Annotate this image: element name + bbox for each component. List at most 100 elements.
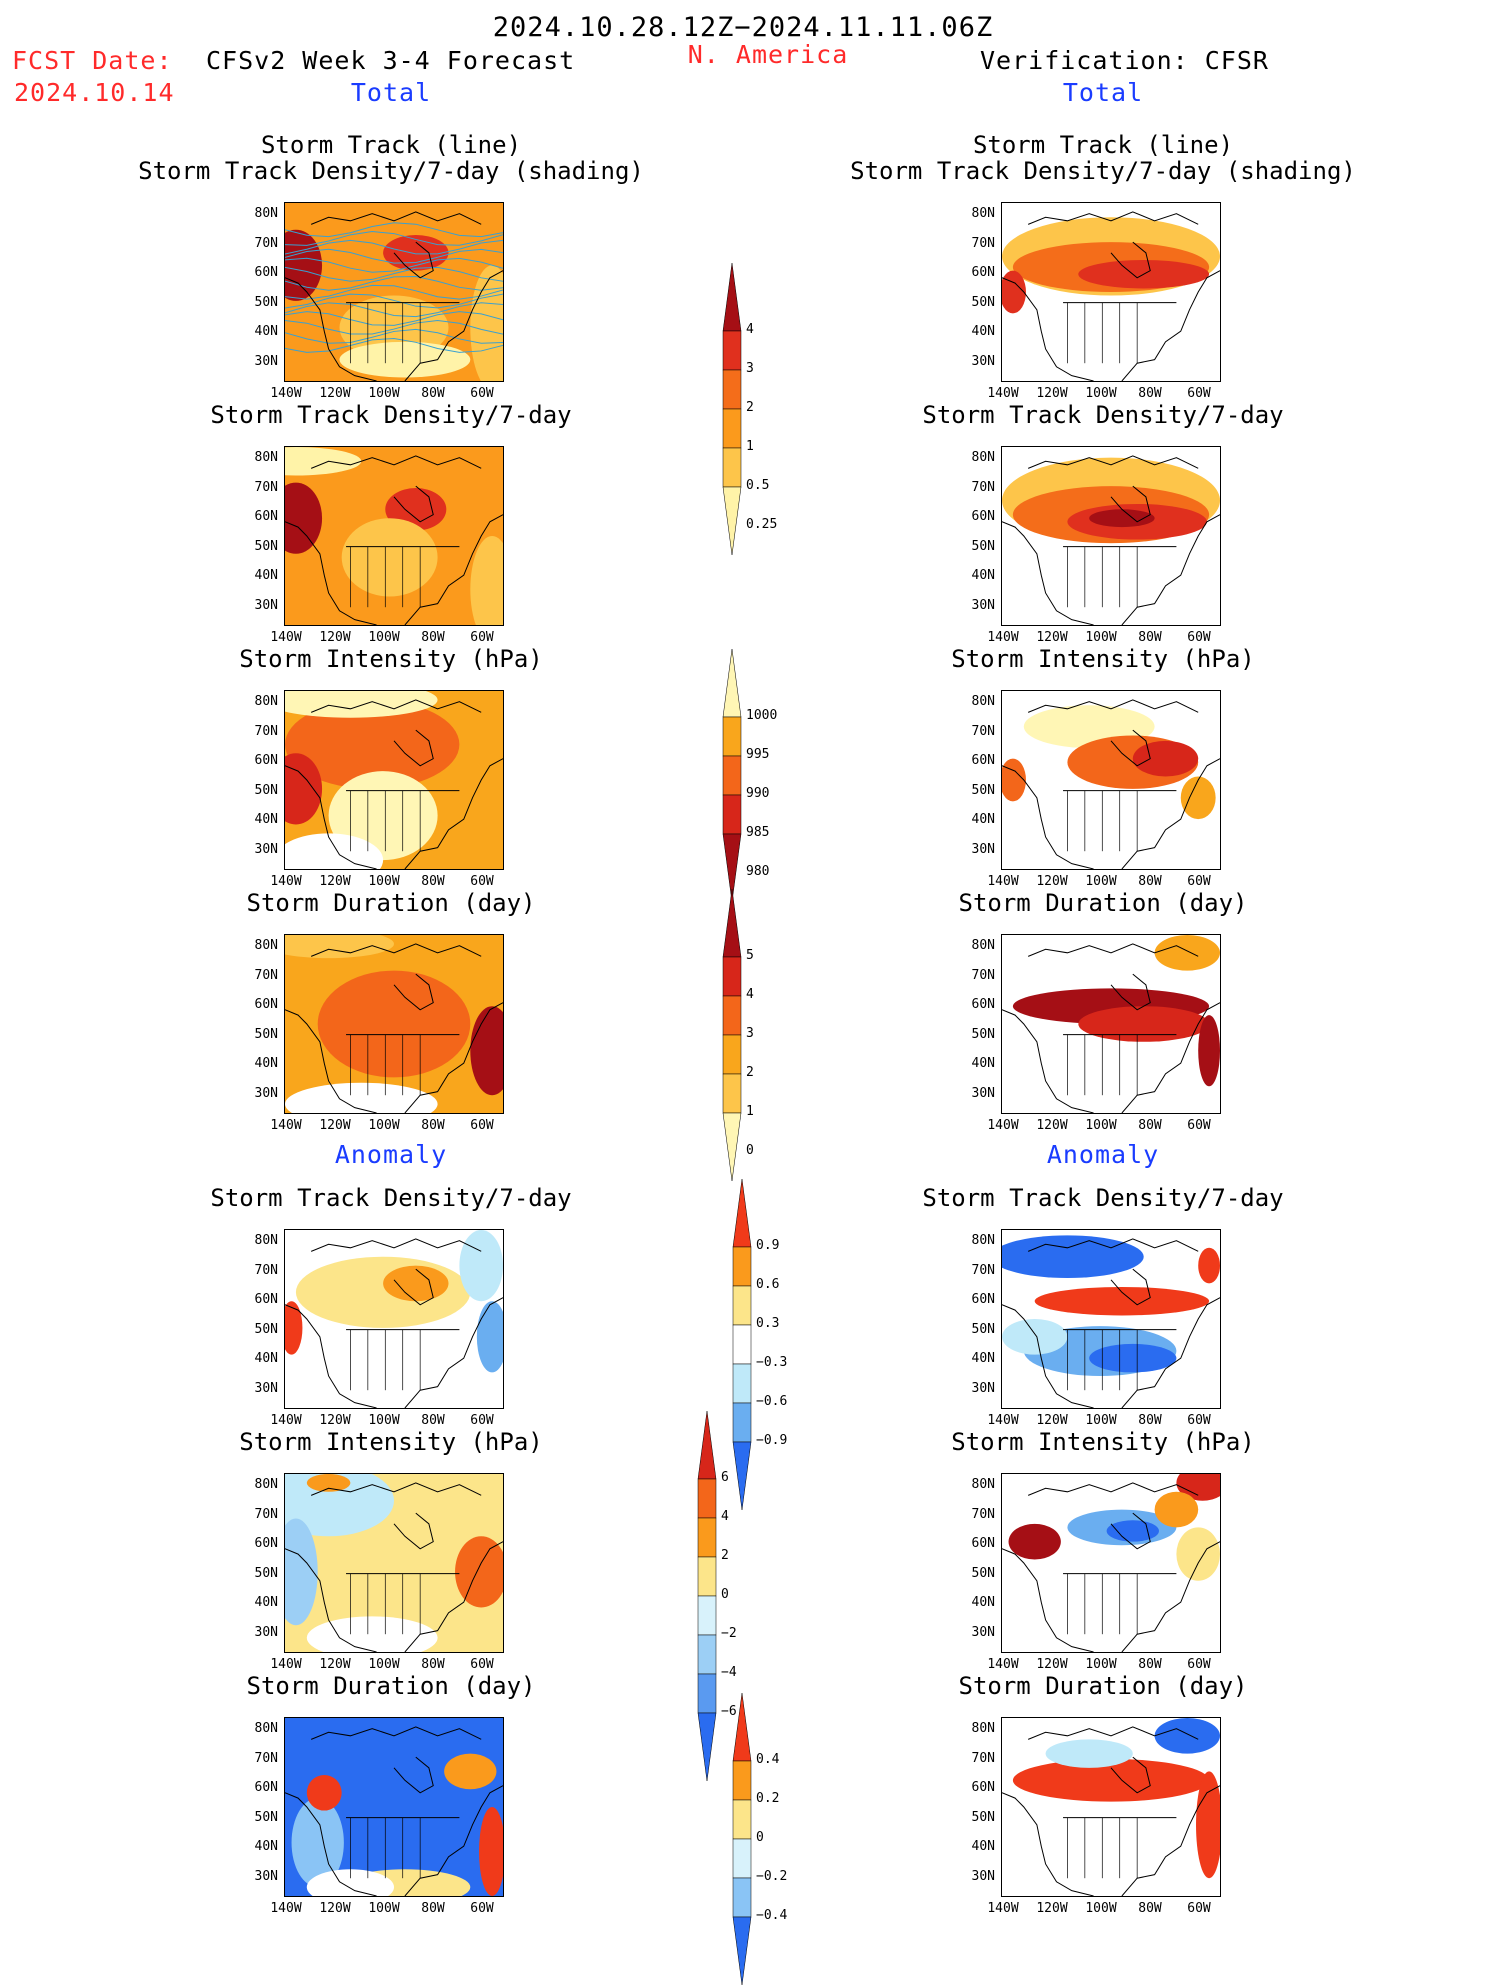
storm-track-line: [285, 266, 503, 282]
region-title: N. America: [687, 40, 849, 69]
lat-tick-label: 70N: [254, 235, 278, 251]
shading-region: [306, 1474, 351, 1492]
coastline: [1121, 270, 1220, 381]
colorbar-label: 0.6: [756, 1277, 780, 1292]
coastline: [310, 1726, 482, 1740]
map-panel-vr-st: [1001, 202, 1221, 382]
lat-tick-label: 30N: [254, 1085, 278, 1101]
lon-tick-label: 140W: [987, 386, 1019, 401]
lat-tick-label: 30N: [971, 1624, 995, 1640]
coastline: [285, 1792, 377, 1896]
lat-tick-label: 50N: [254, 1565, 278, 1581]
coastline: [404, 1002, 503, 1113]
colorbar-label: 1: [746, 439, 754, 454]
colorbar-label: 980: [746, 864, 770, 879]
lat-tick-label: 50N: [254, 1321, 278, 1337]
lat-tick-label: 40N: [254, 1839, 278, 1854]
colorbar-label: 1: [746, 1104, 754, 1119]
shading-region: [285, 833, 384, 869]
map-canvas: [285, 935, 503, 1113]
shading-region: [285, 447, 362, 476]
lat-tick-label: 70N: [971, 1506, 995, 1522]
colorbar-label: 0: [756, 1830, 764, 1845]
lon-tick-label: 80W: [421, 1118, 445, 1133]
lat-tick-label: 60N: [971, 753, 995, 768]
lon-tick-label: 100W: [1085, 1413, 1117, 1428]
coastline: [285, 765, 377, 869]
colorbar-label: 3: [746, 1026, 754, 1041]
lat-tick-label: 30N: [971, 1085, 995, 1101]
lat-tick-label: 70N: [971, 1750, 995, 1766]
shading-region: [1196, 1771, 1220, 1879]
lat-tick-label: 30N: [254, 597, 278, 613]
lat-tick-label: 80N: [254, 938, 278, 953]
shading-region: [1089, 1343, 1177, 1373]
colorbar-segment: [722, 1112, 742, 1182]
colorbar-label: −0.3: [756, 1355, 788, 1370]
lat-tick-label: 30N: [971, 841, 995, 857]
lat-tick-label: 30N: [254, 353, 278, 369]
lat-tick-label: 80N: [971, 1477, 995, 1492]
lon-tick-label: 120W: [319, 1901, 351, 1916]
colorbar-intensity-total: [722, 648, 742, 903]
storm-track-line: [285, 222, 503, 238]
lon-tick-label: 60W: [1187, 1118, 1211, 1133]
lon-tick-label: 100W: [368, 386, 400, 401]
colorbar-label: 2: [746, 1065, 754, 1080]
map-panel-vr-int: [1001, 690, 1221, 870]
lat-tick-label: 50N: [971, 1026, 995, 1042]
shading-region: [1002, 270, 1026, 314]
colorbar-label: −0.4: [756, 1908, 788, 1923]
lon-tick-label: 120W: [1036, 1118, 1068, 1133]
lon-tick-label: 80W: [421, 874, 445, 889]
map-panel-vr-dur: [1001, 934, 1221, 1114]
lat-tick-label: 70N: [254, 479, 278, 495]
shading-region: [1180, 776, 1216, 820]
lon-tick-label: 60W: [1187, 1413, 1211, 1428]
lon-tick-label: 100W: [368, 1901, 400, 1916]
shading-region: [285, 482, 323, 554]
shading-region: [1106, 1520, 1159, 1542]
lon-tick-label: 140W: [270, 630, 302, 645]
va-intensity-title: Storm Intensity (hPa): [951, 1428, 1255, 1456]
lat-tick-label: 30N: [971, 353, 995, 369]
colorbar-segment: [697, 1478, 717, 1519]
coastline: [285, 521, 377, 625]
lat-tick-label: 40N: [254, 812, 278, 827]
lon-tick-label: 80W: [1138, 1413, 1162, 1428]
coastline: [404, 758, 503, 869]
storm-track-line: [285, 302, 503, 318]
lon-tick-label: 60W: [1187, 630, 1211, 645]
colorbar-label: 0: [746, 1143, 754, 1158]
colorbar-segment: [732, 1441, 752, 1511]
coastline: [310, 699, 482, 713]
lat-tick-label: 70N: [254, 967, 278, 983]
coastline: [1002, 277, 1094, 381]
lat-tick-label: 50N: [971, 294, 995, 310]
colorbar-label: 0.25: [746, 517, 778, 532]
storm-track-line: [285, 239, 503, 255]
colorbar-segment: [732, 1916, 752, 1986]
shading-region: [1078, 1006, 1210, 1042]
map-canvas: [1002, 691, 1220, 869]
lat-tick-label: 80N: [971, 1721, 995, 1736]
lat-tick-label: 40N: [971, 568, 995, 583]
coastline: [1121, 1541, 1220, 1652]
shading-region: [1002, 1319, 1068, 1355]
map-canvas: [1002, 1230, 1220, 1408]
lat-tick-label: 70N: [971, 967, 995, 983]
lat-tick-label: 30N: [254, 841, 278, 857]
shading-region: [476, 1301, 503, 1373]
colorbar-segment: [732, 1838, 752, 1879]
shading-region: [1198, 1015, 1220, 1087]
fcst-date-label: FCST Date:: [12, 46, 173, 75]
colorbar-label: −0.9: [756, 1433, 788, 1448]
shading-region: [1198, 1247, 1220, 1284]
lat-tick-label: 50N: [254, 1026, 278, 1042]
fc-density-title: Storm Track Density/7-day: [210, 401, 572, 429]
coastline: [1110, 1268, 1151, 1306]
lon-tick-label: 80W: [1138, 1118, 1162, 1133]
shading-region: [1045, 1739, 1133, 1768]
shading-region: [1154, 1718, 1220, 1754]
lon-tick-label: 100W: [1085, 630, 1117, 645]
